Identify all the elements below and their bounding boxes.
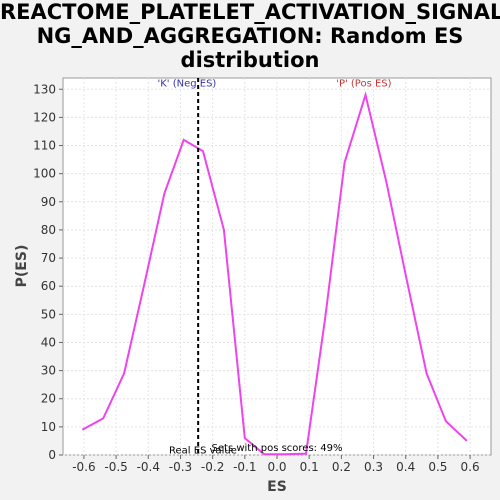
y-tick-label: 50 [41, 307, 56, 321]
y-tick-label: 20 [41, 392, 56, 406]
x-tick-label: 0.3 [364, 460, 383, 474]
annotation: Real ES value [169, 446, 237, 457]
annotation: Sets with pos scores: 49% [212, 443, 343, 454]
x-axis-label: ES [267, 479, 287, 495]
annotations: 'K' (Neg ES) 'P' (Pos ES) Real ES valueSet… [157, 78, 392, 457]
chart-title-line-2: NG_AND_AGGREGATION: Random ES [36, 24, 464, 48]
y-tick-label: 130 [33, 82, 56, 96]
annotation: 'P' (Pos ES) [336, 78, 391, 89]
y-tick-label: 70 [41, 251, 56, 265]
chart-title-line-3: distribution [180, 48, 320, 72]
x-tick-label: -0.5 [104, 460, 127, 474]
y-tick-label: 0 [48, 448, 56, 462]
chart-title: REACTOME_PLATELET_ACTIVATION_SIGNALI NG_… [0, 0, 500, 72]
x-tick-label: 0.1 [300, 460, 319, 474]
x-tick-label: 0.4 [396, 460, 415, 474]
y-tick-label: 80 [41, 223, 56, 237]
x-tick-label: -0.6 [72, 460, 95, 474]
x-tick-label: 0.0 [267, 460, 286, 474]
y-tick-label: 30 [41, 364, 56, 378]
y-tick-label: 40 [41, 335, 56, 349]
y-tick-label: 10 [41, 420, 56, 434]
y-tick-label: 120 [33, 110, 56, 124]
plot-area [62, 77, 492, 456]
x-tick-label: 0.6 [461, 460, 480, 474]
x-tick-label: -0.1 [233, 460, 256, 474]
x-tick-label: -0.4 [137, 460, 160, 474]
grid [63, 78, 491, 456]
axes: -0.6 -0.5 -0.4 -0.3 -0.2 -0.1 0.0 0.1 0.2 0.3 0.4 0… [33, 82, 480, 474]
x-tick-label: -0.3 [169, 460, 192, 474]
y-tick-label: 100 [33, 167, 56, 181]
series-layer [81, 91, 468, 456]
x-tick-label: 0.2 [332, 460, 351, 474]
chart-title-line-1: REACTOME_PLATELET_ACTIVATION_SIGNALI [0, 0, 500, 24]
x-tick-label: 0.5 [428, 460, 447, 474]
y-axis-label: P(ES) [14, 245, 30, 288]
x-tick-label: -0.2 [201, 460, 224, 474]
annotation: 'K' (Neg ES) [157, 78, 216, 89]
y-tick-label: 90 [41, 195, 56, 209]
series-line [81, 91, 468, 456]
y-tick-label: 60 [41, 279, 56, 293]
y-tick-label: 110 [33, 139, 56, 153]
